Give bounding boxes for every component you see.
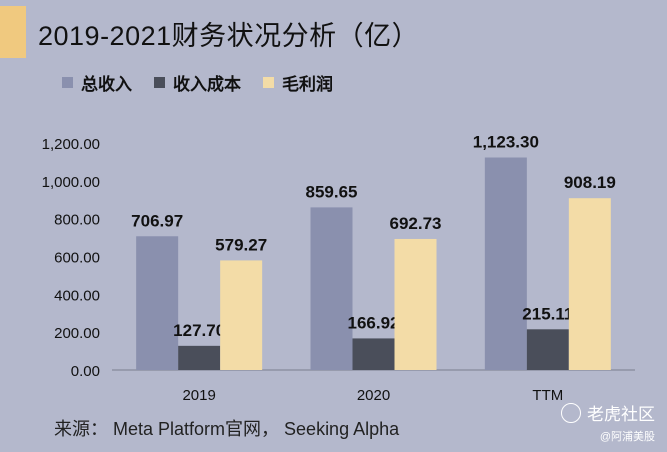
x-tick-label: TTM xyxy=(532,387,563,404)
y-tick-label: 1,000.00 xyxy=(42,174,100,191)
legend-item-revenue: 总收入 xyxy=(62,70,132,95)
y-tick-label: 400.00 xyxy=(54,287,100,304)
x-tick-label: 2019 xyxy=(182,387,215,404)
legend-label-revenue: 总收入 xyxy=(81,75,132,94)
data-label: 166.92 xyxy=(348,313,400,332)
legend-swatch-gross xyxy=(263,77,274,88)
bar xyxy=(178,345,221,370)
data-label: 859.65 xyxy=(306,182,358,201)
tiger-logo-icon xyxy=(561,402,581,423)
chart-title: 2019-2021财务状况分析（亿） xyxy=(38,21,420,51)
x-tick-label: 2020 xyxy=(357,387,390,404)
bar xyxy=(352,338,395,370)
bar xyxy=(220,260,263,370)
chart-legend: 总收入 收入成本 毛利润 xyxy=(62,70,333,95)
y-tick-label: 1,200.00 xyxy=(42,136,100,153)
bar xyxy=(526,329,569,370)
data-label: 692.73 xyxy=(390,214,442,233)
data-label: 215.11 xyxy=(522,304,573,323)
source-note: 来源： Meta Platform官网， Seeking Alpha xyxy=(54,419,400,439)
legend-item-cost: 收入成本 xyxy=(154,70,241,95)
y-tick-label: 800.00 xyxy=(54,212,100,229)
bar xyxy=(568,198,611,370)
data-label: 1,123.30 xyxy=(473,133,539,152)
y-tick-label: 0.00 xyxy=(71,363,100,380)
legend-swatch-revenue xyxy=(62,77,73,88)
bar xyxy=(310,207,353,370)
legend-swatch-cost xyxy=(154,77,165,88)
bar xyxy=(136,236,179,370)
legend-label-cost: 收入成本 xyxy=(173,75,241,94)
bar xyxy=(484,157,527,370)
watermark-sub: @阿浦美股 xyxy=(599,431,655,443)
data-label: 127.70 xyxy=(173,321,225,340)
legend-label-gross: 毛利润 xyxy=(282,75,333,94)
data-label: 706.97 xyxy=(131,211,183,230)
legend-item-gross: 毛利润 xyxy=(263,70,333,95)
y-tick-label: 600.00 xyxy=(54,250,100,267)
data-label: 579.27 xyxy=(215,235,267,254)
data-label: 908.19 xyxy=(564,173,616,192)
title-accent-bar xyxy=(0,6,26,58)
watermark: 老虎社区 xyxy=(561,400,655,425)
bar xyxy=(394,238,437,370)
watermark-main: 老虎社区 xyxy=(587,405,655,424)
y-tick-label: 200.00 xyxy=(54,325,100,342)
